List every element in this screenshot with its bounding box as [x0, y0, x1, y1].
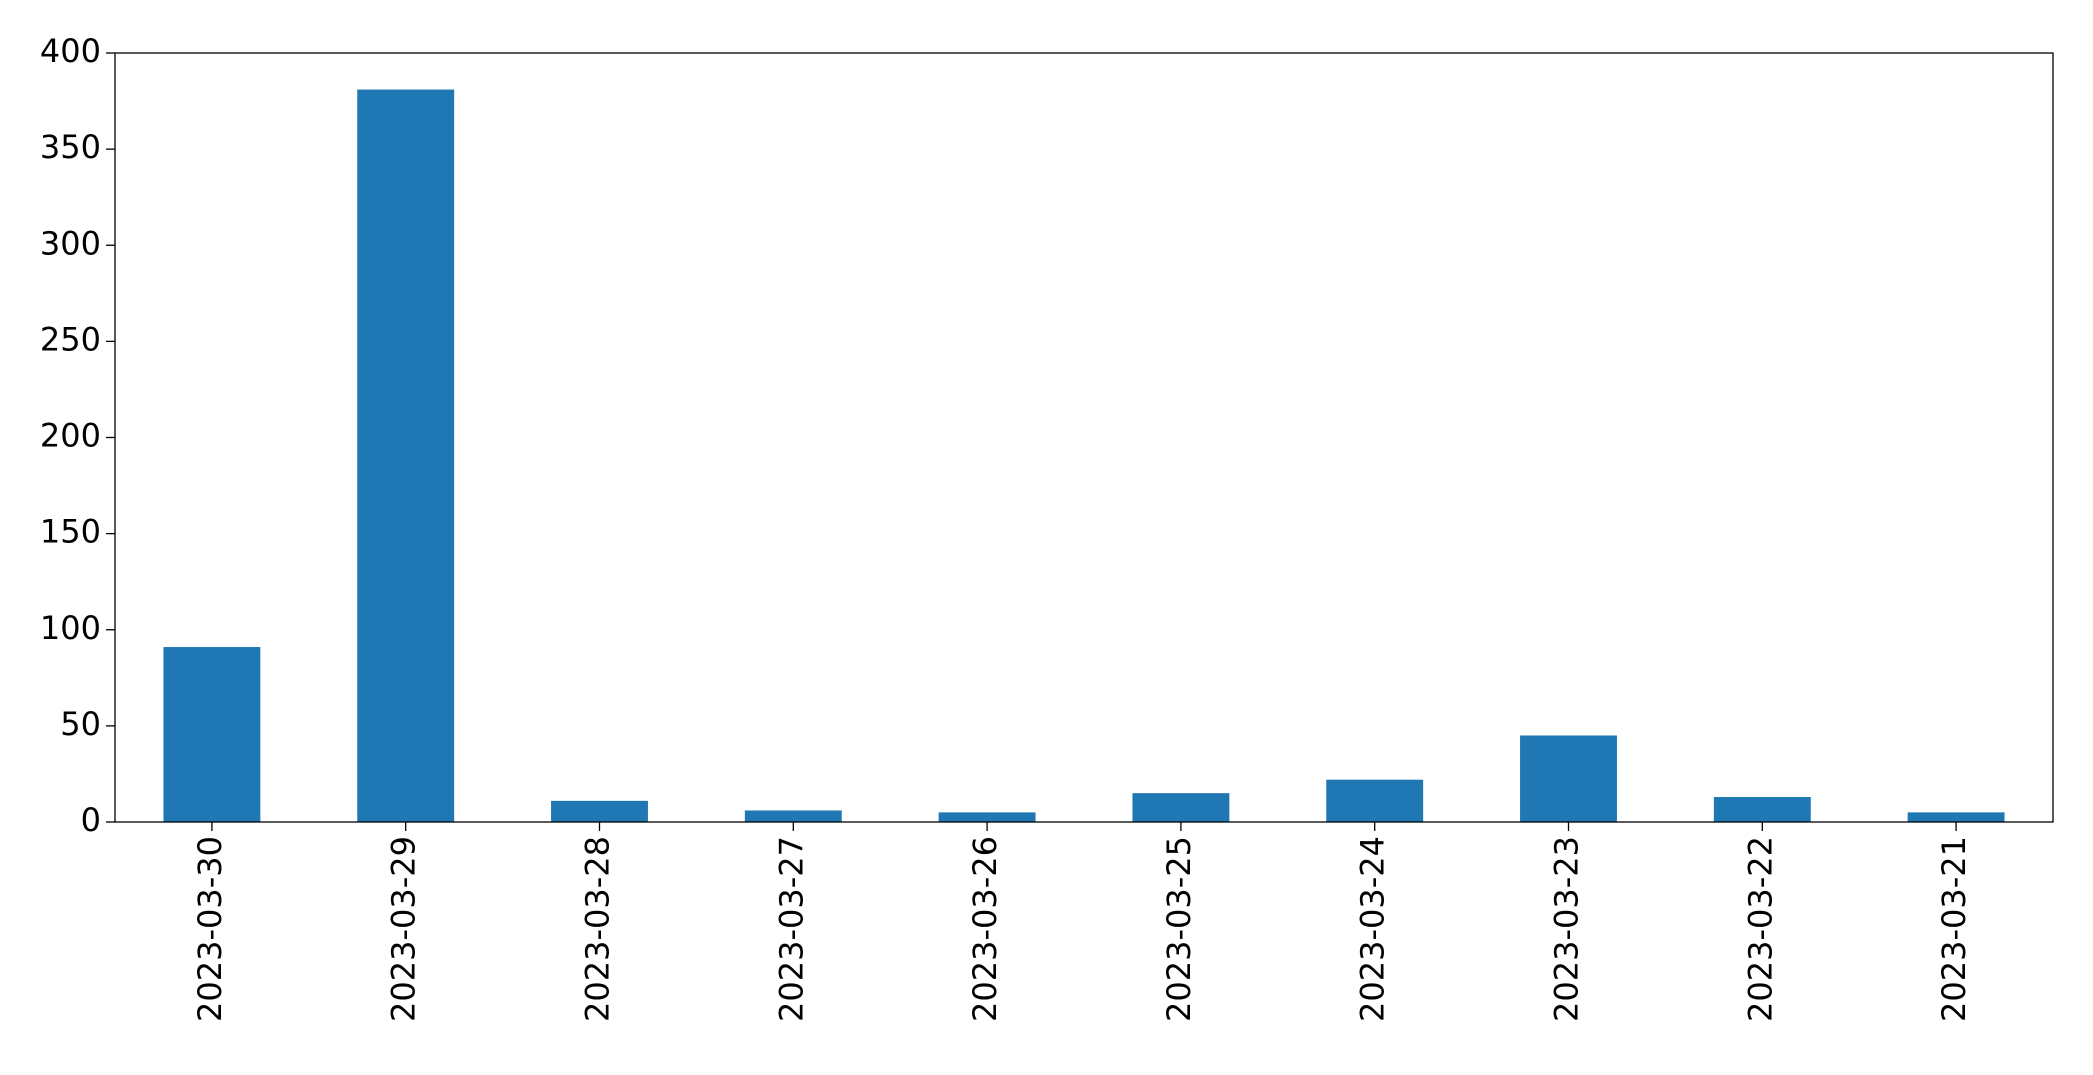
x-tick-label: 2023-03-28 — [579, 836, 617, 1022]
y-tick-label: 300 — [40, 224, 101, 262]
x-tick-label: 2023-03-22 — [1741, 836, 1779, 1022]
y-tick-label: 150 — [40, 513, 101, 551]
bar — [1520, 735, 1617, 822]
y-tick-label: 0 — [81, 801, 101, 839]
x-tick-label: 2023-03-29 — [385, 836, 423, 1022]
bar — [1713, 797, 1811, 822]
y-tick-label: 350 — [40, 128, 101, 166]
x-tick-label: 2023-03-26 — [966, 836, 1004, 1022]
bar — [1132, 793, 1230, 822]
bar — [551, 800, 648, 822]
bar — [744, 810, 842, 822]
bar — [1326, 779, 1424, 822]
x-tick-label: 2023-03-21 — [1935, 836, 1973, 1022]
bar — [163, 647, 261, 822]
bar — [938, 812, 1036, 822]
x-tick-label: 2023-03-24 — [1354, 836, 1392, 1022]
y-tick-label: 250 — [40, 320, 101, 358]
y-tick-label: 200 — [40, 417, 101, 455]
x-tick-label: 2023-03-30 — [191, 836, 229, 1022]
y-tick-label: 50 — [60, 705, 101, 743]
y-tick-label: 400 — [40, 32, 101, 70]
plot-frame — [114, 52, 2054, 823]
x-tick-label: 2023-03-27 — [772, 836, 810, 1022]
y-tick-label: 100 — [40, 609, 101, 647]
bar — [1907, 812, 2005, 822]
bar — [357, 89, 455, 823]
x-tick-label: 2023-03-25 — [1160, 836, 1198, 1022]
x-tick-label: 2023-03-23 — [1548, 836, 1586, 1022]
